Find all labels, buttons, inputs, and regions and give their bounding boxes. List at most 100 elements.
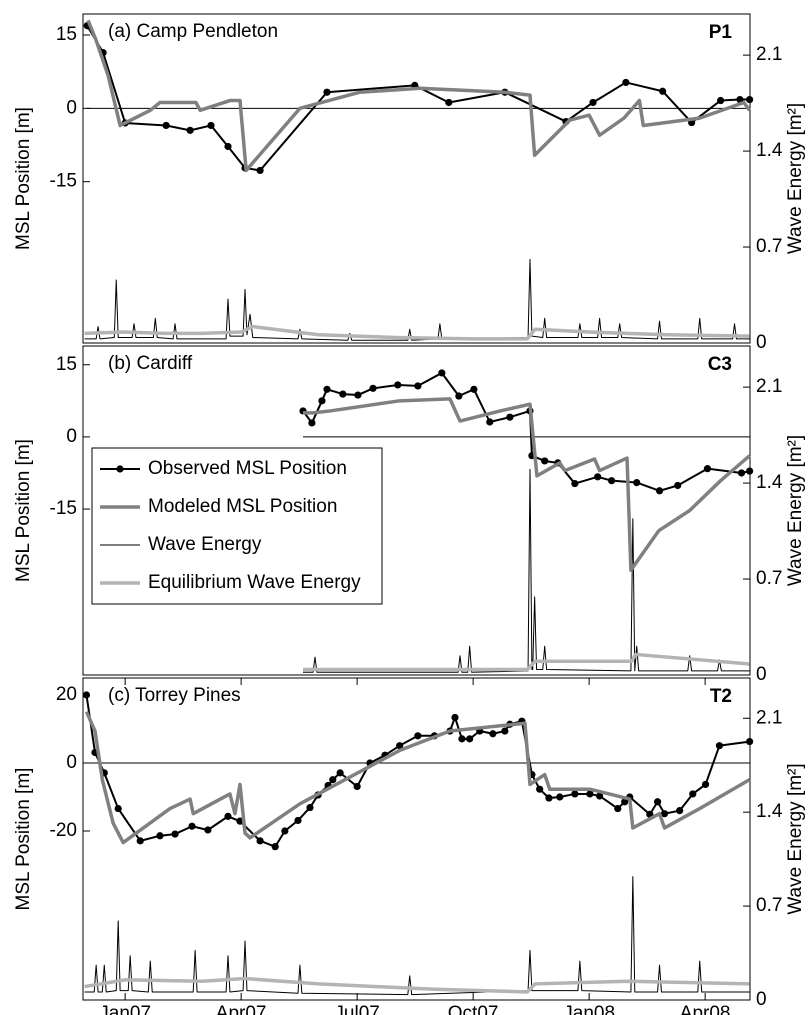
- data-point: [224, 142, 232, 151]
- legend-label: Observed MSL Position: [148, 458, 347, 479]
- data-point: [455, 392, 463, 400]
- panel-annotation: P1: [709, 22, 733, 43]
- data-point: [354, 391, 362, 399]
- legend-label: Equilibrium Wave Energy: [148, 572, 361, 593]
- plot-frame: [82, 677, 751, 1001]
- data-point: [746, 737, 754, 746]
- data-point: [703, 465, 712, 473]
- data-point: [536, 785, 544, 793]
- data-point: [451, 713, 459, 722]
- series-line: [85, 694, 750, 848]
- data-point: [445, 98, 453, 107]
- data-point: [571, 479, 579, 488]
- data-point: [207, 121, 215, 130]
- data-point: [736, 95, 744, 104]
- data-point: [339, 390, 347, 398]
- y2-tick-label: 2.1: [756, 376, 782, 397]
- series-line: [84, 976, 750, 994]
- y-tick-label: 0: [66, 97, 77, 118]
- data-point: [281, 827, 289, 835]
- x-tick-label: Jan08: [563, 1003, 615, 1015]
- y2-axis-label: Wave Energy [m²]: [785, 435, 806, 586]
- y2-tick-label: 0: [756, 989, 767, 1010]
- x-tick-label: Apr08: [680, 1003, 731, 1015]
- data-point: [470, 385, 478, 393]
- x-tick-label: Jul07: [334, 1003, 379, 1015]
- legend-label: Modeled MSL Position: [148, 496, 337, 517]
- plot-frame: [82, 13, 751, 344]
- data-point: [323, 385, 331, 393]
- data-point: [256, 837, 264, 845]
- panel-annotation: C3: [708, 354, 732, 375]
- y-tick-label: -15: [50, 498, 77, 519]
- data-point: [323, 88, 331, 96]
- y2-tick-label: 0.7: [756, 568, 782, 589]
- data-point: [306, 803, 314, 812]
- data-point: [586, 790, 594, 798]
- data-point: [633, 479, 641, 487]
- data-point: [136, 837, 144, 845]
- data-point: [674, 481, 682, 490]
- data-point: [746, 95, 754, 104]
- series-line: [86, 19, 752, 173]
- data-point: [701, 780, 710, 789]
- series-line: [84, 258, 750, 341]
- data-point: [746, 467, 754, 475]
- data-point: [414, 382, 422, 390]
- y-axis-label: MSL Position [m]: [13, 439, 34, 582]
- data-point: [256, 166, 264, 175]
- data-point: [655, 487, 664, 495]
- y-tick-label: 15: [56, 354, 77, 375]
- panel-title: (a) Camp Pendleton: [108, 21, 278, 42]
- data-point: [607, 477, 616, 485]
- data-point: [622, 78, 630, 87]
- legend-box: [91, 447, 383, 605]
- y2-tick-label: 1.4: [756, 472, 783, 493]
- data-point: [171, 830, 179, 838]
- y2-tick-label: 1.4: [756, 801, 783, 822]
- data-point: [489, 730, 497, 738]
- data-point: [659, 87, 667, 95]
- data-point: [188, 822, 196, 830]
- data-point: [353, 782, 361, 791]
- data-point: [204, 826, 212, 834]
- data-point: [595, 792, 604, 800]
- series-line: [303, 397, 751, 572]
- data-point: [271, 843, 279, 851]
- panel: 15 0 -15 2.1 1.4 0.7 0 MSL Position [m] Wave Ene…: [13, 13, 806, 353]
- y2-tick-label: 1.4: [756, 140, 783, 161]
- y2-tick-label: 2.1: [756, 44, 782, 65]
- data-point: [737, 469, 746, 477]
- data-point: [545, 794, 553, 802]
- data-point: [308, 419, 316, 427]
- plot-frame: [82, 345, 751, 676]
- y-tick-label: -15: [50, 171, 77, 192]
- data-point: [594, 473, 602, 481]
- data-point: [506, 413, 514, 421]
- panel-annotation: T2: [710, 686, 732, 707]
- y2-tick-label: 2.1: [756, 707, 782, 728]
- data-point: [689, 790, 697, 798]
- y-tick-label: 15: [56, 24, 77, 45]
- y-tick-label: -20: [50, 820, 77, 841]
- legend: Observed MSL Position Modeled MSL Positio…: [91, 447, 383, 605]
- data-point: [396, 742, 404, 750]
- x-tick-label: Jan07: [99, 1003, 151, 1015]
- series-line: [84, 876, 750, 996]
- data-point: [571, 790, 579, 798]
- data-point: [114, 804, 122, 813]
- data-point: [589, 98, 597, 107]
- y2-axis-label: Wave Energy [m²]: [785, 103, 806, 254]
- panel-title: (b) Cardiff: [108, 353, 193, 374]
- y2-tick-label: 0.7: [756, 895, 782, 916]
- y2-tick-label: 0: [756, 332, 767, 353]
- data-point: [294, 816, 302, 825]
- legend-marker: [116, 465, 124, 473]
- y-tick-label: 20: [56, 684, 77, 705]
- series-line: [303, 652, 750, 672]
- x-tick-label: Oct07: [448, 1003, 499, 1015]
- panel-title: (c) Torrey Pines: [108, 685, 241, 706]
- data-point: [501, 727, 509, 735]
- data-point: [458, 735, 466, 743]
- y2-tick-label: 0.7: [756, 236, 782, 257]
